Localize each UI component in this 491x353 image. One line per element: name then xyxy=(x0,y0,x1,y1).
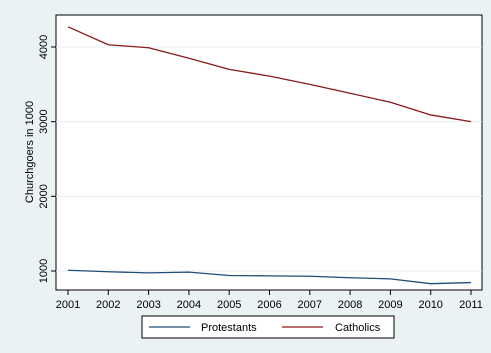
legend: Protestants Catholics xyxy=(141,315,395,339)
x-tick-label: 2001 xyxy=(56,299,80,311)
x-tick-label: 2006 xyxy=(257,299,281,311)
legend-label-protestants: Protestants xyxy=(201,322,257,334)
grid-lines xyxy=(56,46,482,272)
series-lines xyxy=(67,26,472,285)
x-tick-label: 2007 xyxy=(298,299,322,311)
y-tick-label: 2000 xyxy=(38,184,50,208)
x-tick-label: 2008 xyxy=(338,299,362,311)
x-tick-label: 2003 xyxy=(136,299,160,311)
x-tick-label: 2009 xyxy=(378,299,402,311)
x-tick-label: 2002 xyxy=(96,299,120,311)
y-tick-label: 1000 xyxy=(38,259,50,283)
legend-label-catholics: Catholics xyxy=(335,322,381,334)
legend-box xyxy=(141,315,395,339)
x-tick-label: 2004 xyxy=(177,299,201,311)
x-tick-label: 2011 xyxy=(459,299,483,311)
y-axis: 1000 2000 3000 4000 xyxy=(38,35,56,283)
plot-area xyxy=(55,14,483,291)
x-tick-label: 2005 xyxy=(217,299,241,311)
y-axis-title: Churchgoers in 1000 xyxy=(24,101,36,203)
x-tick-label: 2010 xyxy=(418,299,442,311)
x-axis: 2001 2002 2003 2004 2005 2006 2007 2008 2009 2010… xyxy=(56,290,483,311)
y-tick-label: 4000 xyxy=(38,35,50,59)
y-tick-label: 3000 xyxy=(38,109,50,133)
